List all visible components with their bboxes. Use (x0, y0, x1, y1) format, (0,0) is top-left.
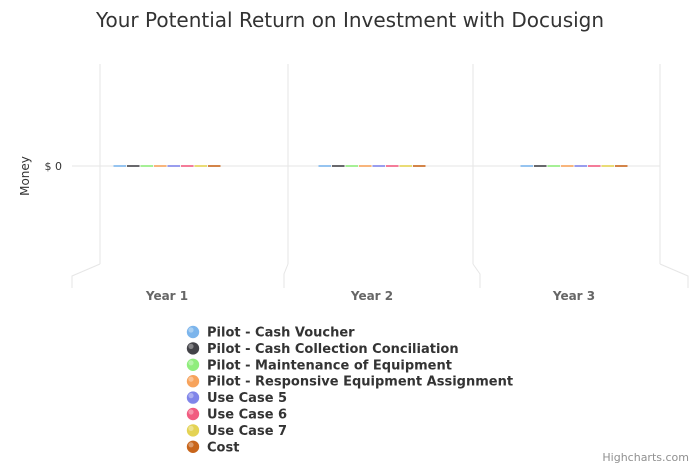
legend-marker-use-case-7 (186, 423, 200, 438)
legend-item-pilot-cash-voucher[interactable]: Pilot - Cash Voucher (186, 325, 356, 341)
bar-year-1-cost[interactable] (208, 165, 221, 167)
legend-marker-use-case-6 (186, 407, 200, 421)
legend-item-use-case-6[interactable]: Use Case 6 (186, 407, 288, 423)
x-axis-labels: Year 1 Year 2 Year 3 (145, 289, 595, 303)
legend-item-cost[interactable]: Cost (186, 439, 240, 455)
bar-year-3-pilot-cash-voucher[interactable] (520, 165, 534, 167)
bar-year-1-use-case-7[interactable] (194, 165, 208, 167)
legend-label-pilot-responsive-equipment-assignment: Pilot - Responsive Equipment Assignment (207, 375, 513, 390)
legend-marker-highlight (188, 409, 194, 415)
bar-year-2-use-case-5[interactable] (372, 165, 386, 167)
bar-year-1-use-case-6[interactable] (181, 165, 194, 167)
legend-marker-highlight (188, 442, 194, 448)
bar-year-3-pilot-cash-collection-conciliation[interactable] (534, 165, 547, 167)
legend-label-pilot-cash-voucher: Pilot - Cash Voucher (207, 326, 355, 341)
bar-year-2-use-case-7[interactable] (399, 165, 413, 167)
legend-label-cost: Cost (207, 440, 239, 455)
chart-title: Your Potential Return on Investment with… (95, 8, 604, 32)
legend-item-pilot-cash-collection-conciliation[interactable]: Pilot - Cash Collection Conciliation (186, 341, 459, 357)
bar-year-2-pilot-maintenance-of-equipment[interactable] (345, 165, 359, 167)
legend-marker-highlight (188, 360, 194, 366)
bar-year-3-use-case-7[interactable] (601, 165, 615, 167)
legend-label-use-case-6: Use Case 6 (207, 408, 287, 423)
legend-marker-highlight (188, 425, 194, 431)
legend-item-use-case-5[interactable]: Use Case 5 (186, 390, 288, 406)
bar-year-3-use-case-5[interactable] (574, 165, 588, 167)
legend-marker-pilot-cash-voucher (186, 325, 200, 339)
bar-year-1-pilot-responsive-equipment-assignment[interactable] (154, 165, 167, 167)
y-tick-label-zero: $ 0 (45, 160, 63, 173)
axis-3d-base (71, 263, 689, 288)
legend-item-pilot-responsive-equipment-assignment[interactable]: Pilot - Responsive Equipment Assignment (186, 374, 514, 390)
legend-marker-use-case-5 (186, 390, 200, 405)
bar-year-2-use-case-6[interactable] (386, 165, 399, 167)
legend-marker-highlight (188, 393, 194, 399)
legend-marker-highlight (188, 343, 194, 349)
legend-label-use-case-7: Use Case 7 (207, 424, 287, 439)
legend-marker-cost (186, 439, 200, 454)
legend-marker-pilot-cash-collection-conciliation (186, 341, 200, 356)
x-tick-label-year-1: Year 1 (145, 289, 188, 303)
bar-year-1-pilot-cash-voucher[interactable] (113, 165, 127, 167)
bar-year-1-pilot-cash-collection-conciliation[interactable] (127, 165, 140, 167)
bar-year-3-use-case-6[interactable] (588, 165, 601, 167)
legend-marker-highlight (188, 327, 194, 333)
bar-year-3-pilot-responsive-equipment-assignment[interactable] (561, 165, 574, 167)
bar-year-2-pilot-cash-voucher[interactable] (318, 165, 332, 167)
bar-year-2-cost[interactable] (413, 165, 426, 167)
credits-link[interactable]: Highcharts.com (602, 451, 689, 464)
legend-marker-pilot-maintenance-of-equipment (186, 357, 200, 372)
legend-marker-highlight (188, 376, 194, 382)
x-tick-label-year-2: Year 2 (350, 289, 393, 303)
legend-label-pilot-maintenance-of-equipment: Pilot - Maintenance of Equipment (207, 358, 452, 373)
bar-year-2-pilot-responsive-equipment-assignment[interactable] (359, 165, 372, 167)
legend-label-pilot-cash-collection-conciliation: Pilot - Cash Collection Conciliation (207, 342, 459, 357)
bar-year-3-cost[interactable] (615, 165, 628, 167)
bar-group (113, 165, 628, 167)
legend-marker-pilot-responsive-equipment-assignment (186, 374, 200, 389)
bar-year-2-pilot-cash-collection-conciliation[interactable] (332, 165, 345, 167)
bar-year-1-use-case-5[interactable] (167, 165, 181, 167)
legend-label-use-case-5: Use Case 5 (207, 391, 287, 406)
y-axis-label: Money (18, 156, 32, 196)
bar-year-1-pilot-maintenance-of-equipment[interactable] (140, 165, 154, 167)
plot-frame (71, 64, 689, 288)
bar-year-3-pilot-maintenance-of-equipment[interactable] (547, 165, 561, 167)
legend-item-pilot-maintenance-of-equipment[interactable]: Pilot - Maintenance of Equipment (186, 357, 452, 373)
legend-item-use-case-7[interactable]: Use Case 7 (186, 423, 288, 439)
x-tick-label-year-3: Year 3 (552, 289, 595, 303)
